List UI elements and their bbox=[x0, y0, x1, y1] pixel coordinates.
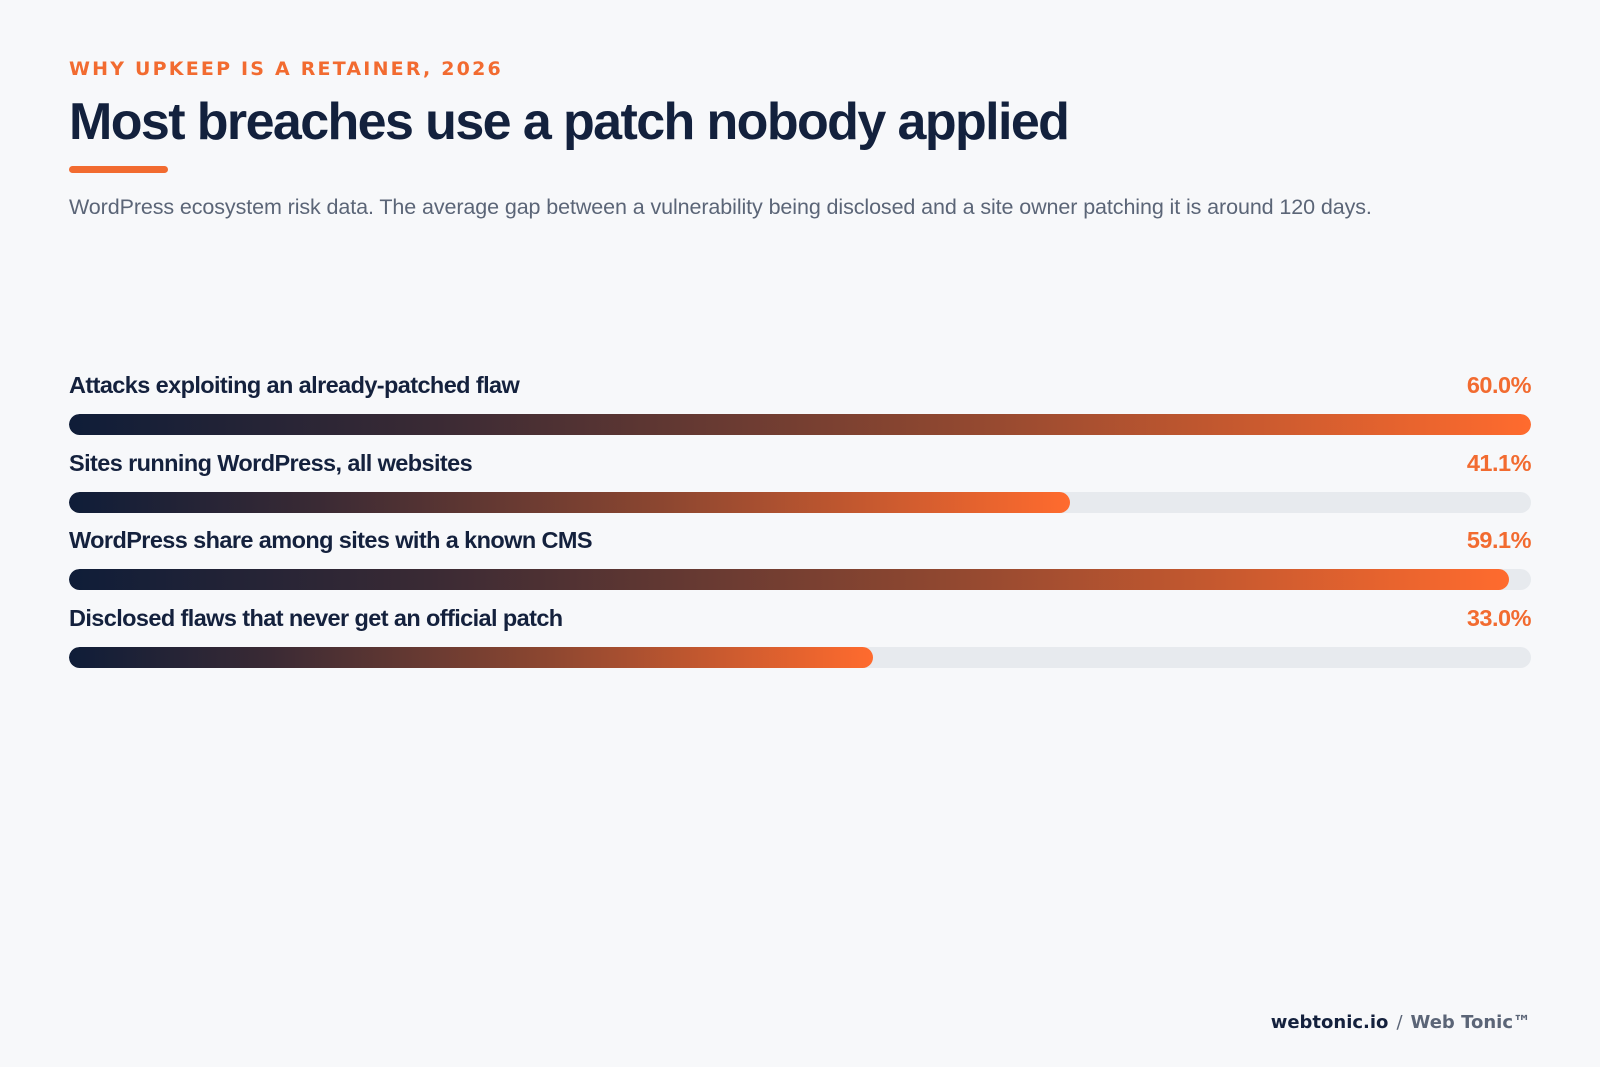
bar bbox=[69, 569, 1510, 590]
bar bbox=[69, 414, 1531, 435]
bar-value-label: 33.0% bbox=[1466, 604, 1532, 631]
title-accent-rule bbox=[69, 166, 168, 173]
footer-brand: Web Tonic™ bbox=[1410, 1012, 1531, 1033]
bar-track bbox=[69, 491, 1531, 513]
footer-site: webtonic.io bbox=[1270, 1012, 1389, 1033]
bar-label: WordPress share among sites with a known… bbox=[69, 527, 593, 553]
bar-label: Sites running WordPress, all websites bbox=[69, 449, 473, 476]
bar-track bbox=[69, 414, 1531, 435]
bar-row: Attacks exploiting an already-patched fl… bbox=[69, 372, 1532, 450]
eyebrow-label: WHY UPKEEP IS A RETAINER, 2026 bbox=[69, 58, 503, 80]
bar-label: Attacks exploiting an already-patched fl… bbox=[69, 372, 520, 398]
bar-row: Disclosed flaws that never get an offici… bbox=[69, 604, 1532, 683]
page: WHY UPKEEP IS A RETAINER, 2026 Most brea… bbox=[69, 0, 1532, 1067]
bar-value-label: 59.1% bbox=[1466, 527, 1532, 553]
bar-chart: Attacks exploiting an already-patched fl… bbox=[69, 372, 1532, 683]
bar-row-header: Attacks exploiting an already-patched fl… bbox=[69, 372, 1532, 404]
bar-row: WordPress share among sites with a known… bbox=[69, 527, 1532, 605]
bar bbox=[69, 491, 1071, 513]
chart-subtitle: WordPress ecosystem risk data. The avera… bbox=[69, 195, 1372, 219]
bar-value-label: 41.1% bbox=[1466, 449, 1532, 476]
bar-track bbox=[69, 569, 1531, 590]
bar-row: Sites running WordPress, all websites 41.… bbox=[69, 449, 1532, 528]
footer-credit: webtonic.io / Web Tonic™ bbox=[1271, 1012, 1531, 1033]
bar-row-header: Sites running WordPress, all websites 41.… bbox=[69, 449, 1532, 482]
footer-separator: / bbox=[1396, 1012, 1403, 1033]
bar bbox=[69, 646, 874, 668]
bar-label: Disclosed flaws that never get an offici… bbox=[69, 604, 563, 631]
bar-row-header: WordPress share among sites with a known… bbox=[69, 527, 1532, 559]
bar-row-header: Disclosed flaws that never get an offici… bbox=[69, 604, 1532, 637]
bar-value-label: 60.0% bbox=[1466, 372, 1532, 398]
bar-track bbox=[69, 646, 1531, 668]
chart-title: Most breaches use a patch nobody applied bbox=[69, 93, 1070, 151]
